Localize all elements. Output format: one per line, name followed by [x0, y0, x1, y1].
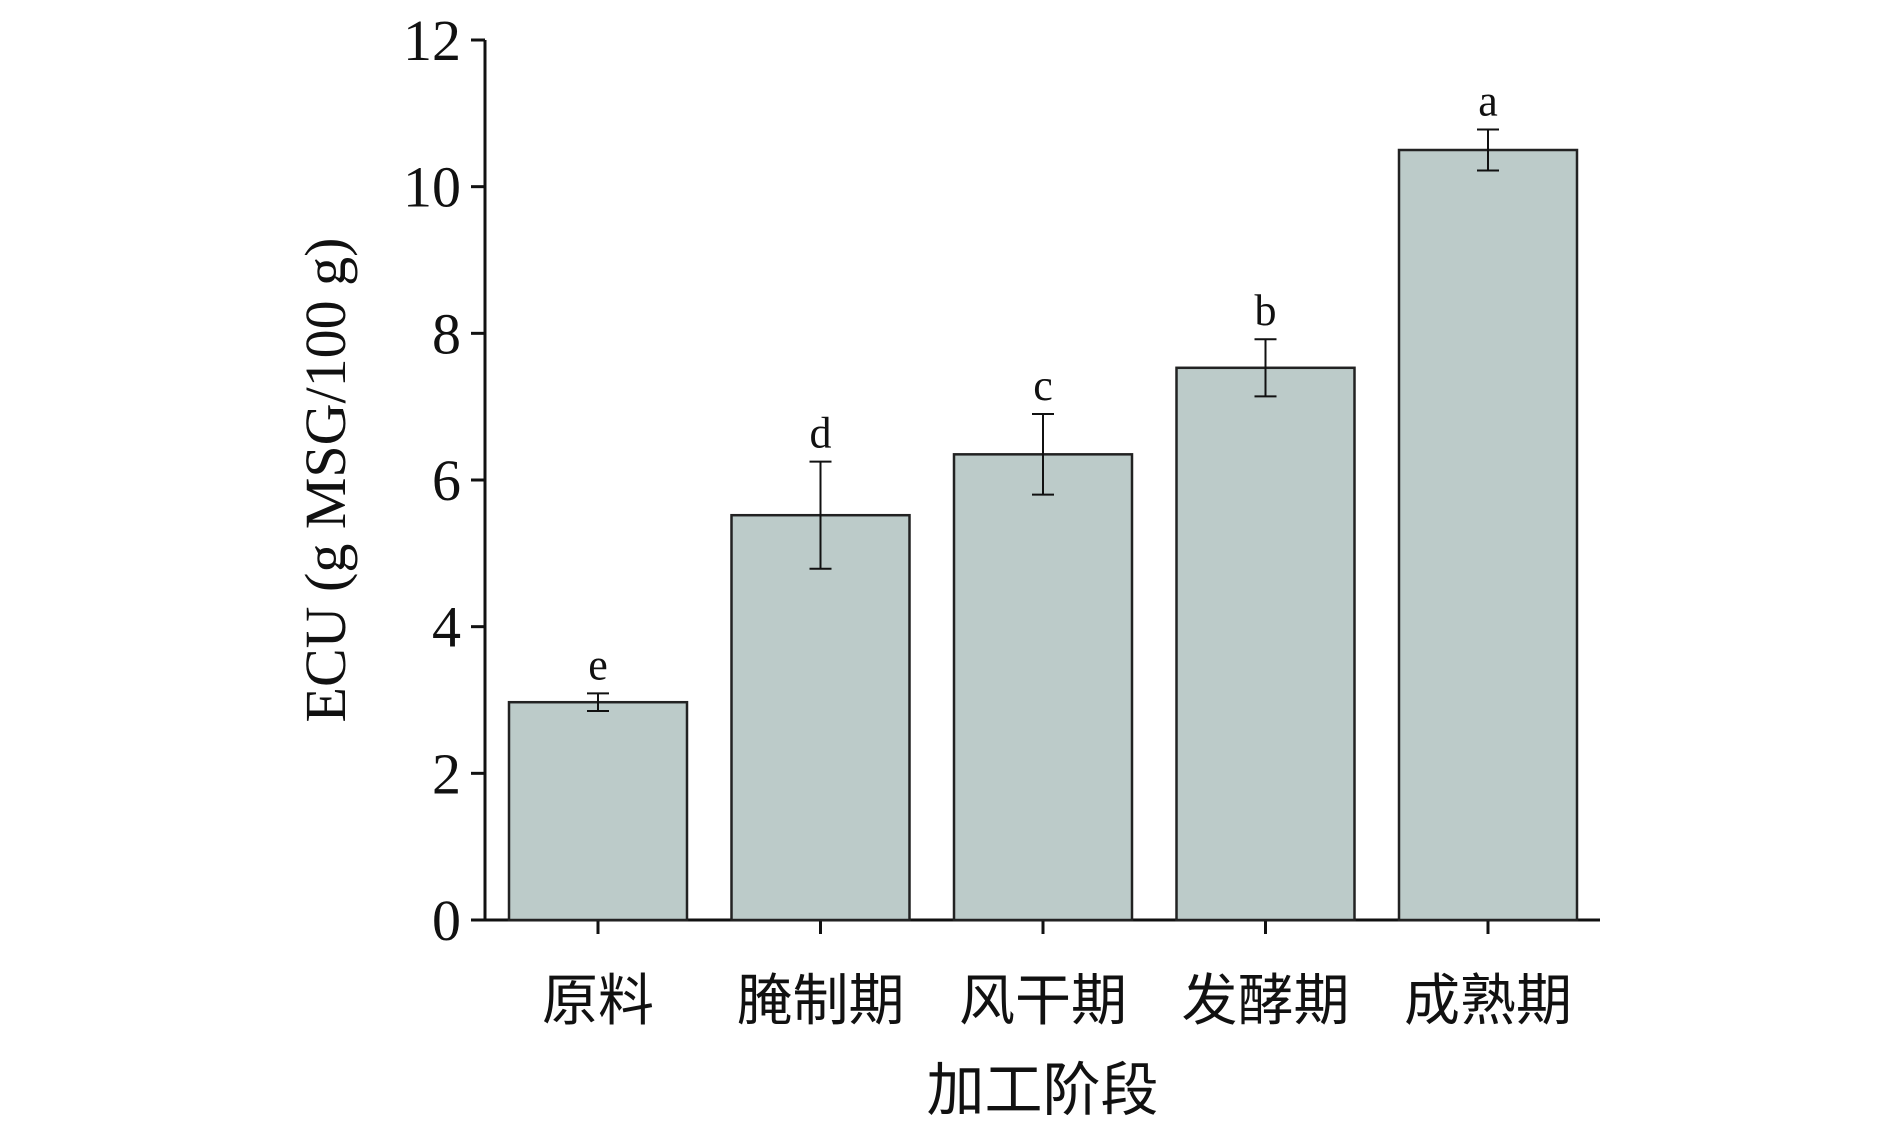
- bar: [1397, 148, 1579, 922]
- y-tick-label: 10: [403, 155, 461, 220]
- significance-letter: d: [810, 409, 832, 458]
- error-bar: [1254, 338, 1277, 398]
- x-axis-title: 加工阶段: [926, 1058, 1158, 1123]
- x-tick-label: 成熟期: [1404, 971, 1572, 1033]
- significance-letter: a: [1478, 76, 1498, 125]
- y-tick-label: 0: [432, 888, 461, 953]
- y-tick-label: 8: [432, 301, 461, 366]
- x-tick-label: 原料: [542, 971, 654, 1033]
- y-tick-label: 6: [432, 448, 461, 513]
- significance-letter: b: [1255, 286, 1277, 335]
- significance-letter: e: [588, 640, 608, 689]
- bar: [730, 513, 911, 922]
- tick-labels: 0 2 4 6 8 10 12 原料 腌制期 风干期 发酵期 成熟期: [403, 8, 1572, 1033]
- y-tick-label: 4: [432, 595, 461, 660]
- bar: [507, 700, 689, 922]
- y-tick-label: 2: [432, 741, 461, 806]
- x-tick-label: 风干期: [959, 971, 1127, 1033]
- significance-labels: e d c b a: [588, 76, 1498, 689]
- y-axis-title: ECU (g MSG/100 g): [293, 238, 358, 723]
- significance-letter: c: [1033, 361, 1053, 410]
- error-bar: [587, 692, 609, 712]
- y-tick-label: 12: [403, 8, 461, 73]
- bars: [507, 148, 1579, 922]
- error-bar: [1477, 128, 1499, 172]
- bar: [952, 453, 1134, 922]
- x-tick-label: 腌制期: [737, 971, 905, 1033]
- bar: [1175, 366, 1356, 922]
- error-bar: [1032, 413, 1054, 496]
- error-bar: [809, 460, 832, 570]
- error-bars: [587, 128, 1499, 712]
- x-tick-label: 发酵期: [1182, 971, 1350, 1033]
